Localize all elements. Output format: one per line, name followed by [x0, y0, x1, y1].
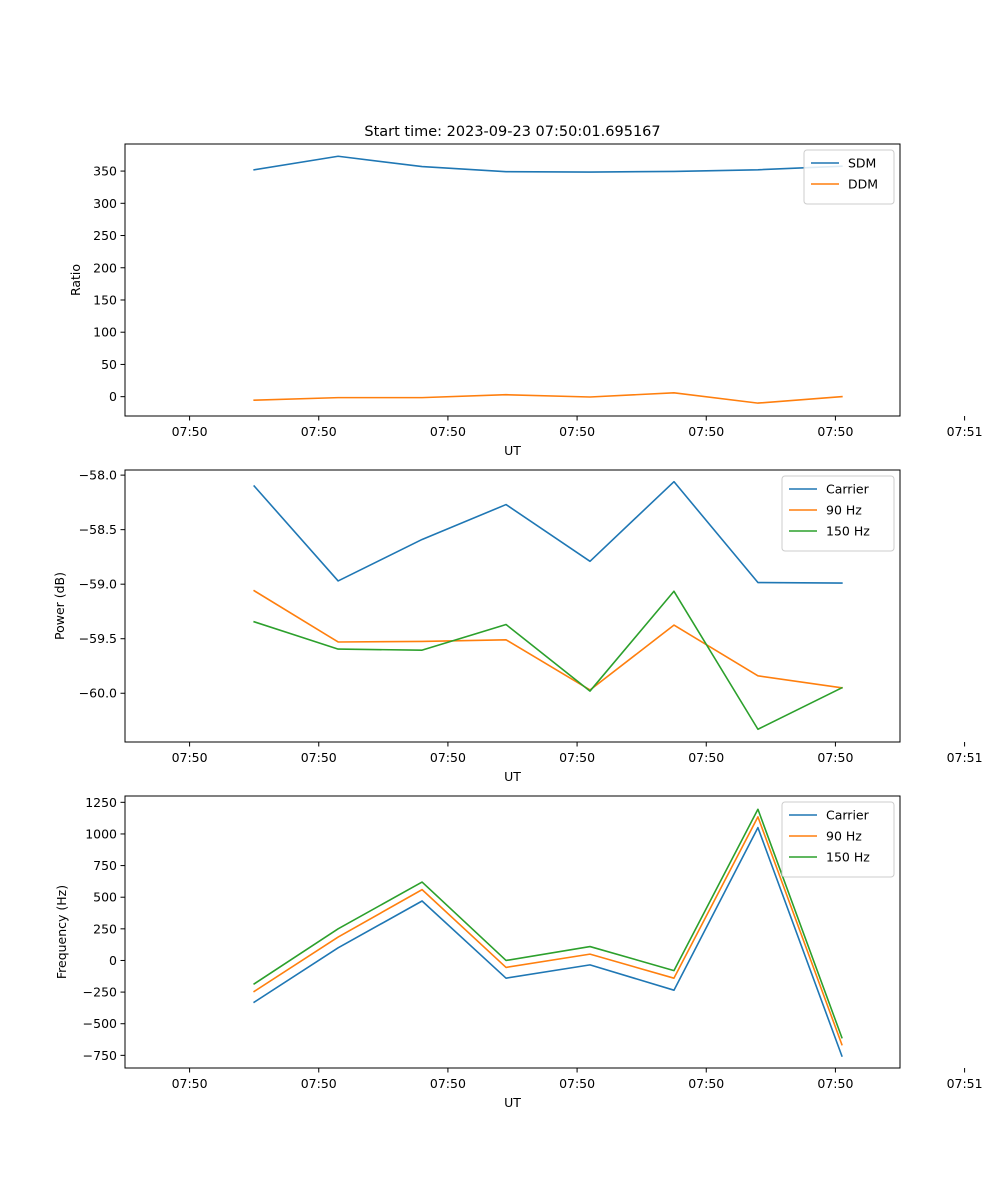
x-tick-label: 07:50 [817, 1076, 853, 1091]
x-tick-label: 07:51 [947, 750, 983, 765]
x-axis-label: UT [504, 769, 521, 784]
series-line-ddm [253, 391, 843, 404]
x-axis-label: UT [504, 1095, 521, 1110]
legend-label: SDM [848, 156, 876, 171]
y-tick-label: 500 [93, 890, 117, 905]
y-tick-label: 100 [93, 325, 117, 340]
x-tick-label: 07:50 [301, 750, 337, 765]
legend-box [781, 801, 895, 878]
y-tick-label: 1250 [85, 795, 117, 810]
legend-label: Carrier [826, 482, 870, 497]
legend-label: 150 Hz [826, 850, 870, 865]
y-tick-label: −750 [83, 1048, 117, 1063]
x-tick-label: 07:50 [301, 1076, 337, 1091]
x-tick-label: 07:50 [559, 1076, 595, 1091]
x-tick-label: 07:50 [172, 750, 208, 765]
x-tick-label: 07:50 [817, 750, 853, 765]
y-tick-label: −59.5 [79, 631, 117, 646]
y-tick-label: 0 [109, 953, 117, 968]
x-tick-label: 07:50 [172, 424, 208, 439]
legend-label: 90 Hz [826, 503, 862, 518]
y-tick-label: −60.0 [79, 686, 117, 701]
legend: Carrier 90 Hz 150 Hz [781, 801, 895, 878]
x-tick-label: 07:50 [688, 750, 724, 765]
x-tick-label: 07:50 [559, 424, 595, 439]
legend-label: 90 Hz [826, 829, 862, 844]
series-line-sdm [253, 155, 843, 173]
y-tick-label: 50 [101, 357, 117, 372]
legend-label: 150 Hz [826, 524, 870, 539]
series-line-150-hz [253, 808, 843, 1039]
y-axis-label: Frequency (Hz) [54, 885, 69, 979]
series-line-carrier [253, 480, 843, 584]
panels: 07:50 07:50 07:50 07:50 07:50 07:50 07:51 0 50 10… [52, 143, 983, 1110]
y-tick-label: 750 [93, 858, 117, 873]
legend-label: Carrier [826, 808, 870, 823]
chart-panel-1: 07:50 07:50 07:50 07:50 07:50 07:50 07:51 0 50 10… [68, 143, 983, 458]
series-lines [253, 808, 843, 1058]
y-tick-label: −58.5 [79, 522, 117, 537]
x-tick-label: 07:51 [947, 424, 983, 439]
y-tick-label: 150 [93, 292, 117, 307]
legend-label: DDM [848, 177, 878, 192]
legend: SDM DDM [803, 149, 895, 205]
y-tick-label: 1000 [85, 826, 117, 841]
y-tick-label: 250 [93, 921, 117, 936]
y-tick-label: 300 [93, 196, 117, 211]
figure-title: Start time: 2023-09-23 07:50:01.695167 [364, 124, 660, 140]
x-tick-label: 07:50 [559, 750, 595, 765]
x-axis-label: UT [504, 443, 521, 458]
legend-box [781, 475, 895, 552]
y-tick-label: 200 [93, 260, 117, 275]
y-tick-label: 250 [93, 228, 117, 243]
series-lines [253, 155, 843, 404]
y-axis-label: Power (dB) [52, 572, 67, 640]
axes-frame [124, 795, 901, 1069]
x-tick-label: 07:50 [817, 424, 853, 439]
y-tick-label: −250 [83, 985, 117, 1000]
y-tick-label: 0 [109, 389, 117, 404]
y-tick-label: −500 [83, 1016, 117, 1031]
y-axis-label: Ratio [68, 264, 83, 296]
series-lines [253, 480, 843, 731]
y-tick-label: −58.0 [79, 468, 117, 483]
axes-frame [124, 143, 901, 417]
x-tick-label: 07:50 [688, 1076, 724, 1091]
x-tick-label: 07:50 [301, 424, 337, 439]
x-tick-label: 07:50 [688, 424, 724, 439]
x-tick-label: 07:50 [430, 1076, 466, 1091]
x-tick-label: 07:50 [430, 750, 466, 765]
chart-panel-2: 07:50 07:50 07:50 07:50 07:50 07:50 07:51 −58.0… [52, 468, 983, 784]
series-line-carrier [253, 826, 843, 1058]
x-tick-label: 07:51 [947, 1076, 983, 1091]
series-line-150-hz [253, 590, 843, 731]
y-tick-label: 350 [93, 164, 117, 179]
x-tick-label: 07:50 [172, 1076, 208, 1091]
y-tick-label: −59.0 [79, 577, 117, 592]
legend: Carrier 90 Hz 150 Hz [781, 475, 895, 552]
axes-frame [124, 469, 901, 743]
series-line-90-hz [253, 816, 843, 1046]
x-tick-label: 07:50 [430, 424, 466, 439]
series-line-90-hz [253, 589, 843, 691]
chart-panel-3: 07:50 07:50 07:50 07:50 07:50 07:50 07:51 −750 −… [54, 795, 983, 1110]
